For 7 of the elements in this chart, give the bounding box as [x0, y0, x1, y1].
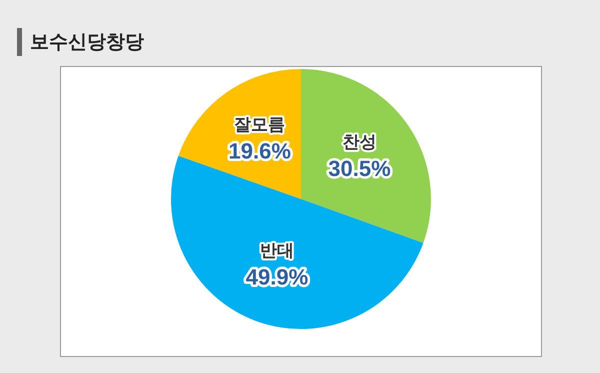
data-label: 30.5%	[328, 156, 391, 181]
data-label: 49.9%	[246, 264, 308, 290]
slice-label: 잘모름	[234, 115, 286, 136]
data-label: 19.6%	[228, 138, 291, 164]
slice-label: 찬성	[342, 132, 376, 152]
chart-title: 보수신당창당	[30, 30, 144, 55]
slice-label: 반대	[260, 240, 294, 261]
